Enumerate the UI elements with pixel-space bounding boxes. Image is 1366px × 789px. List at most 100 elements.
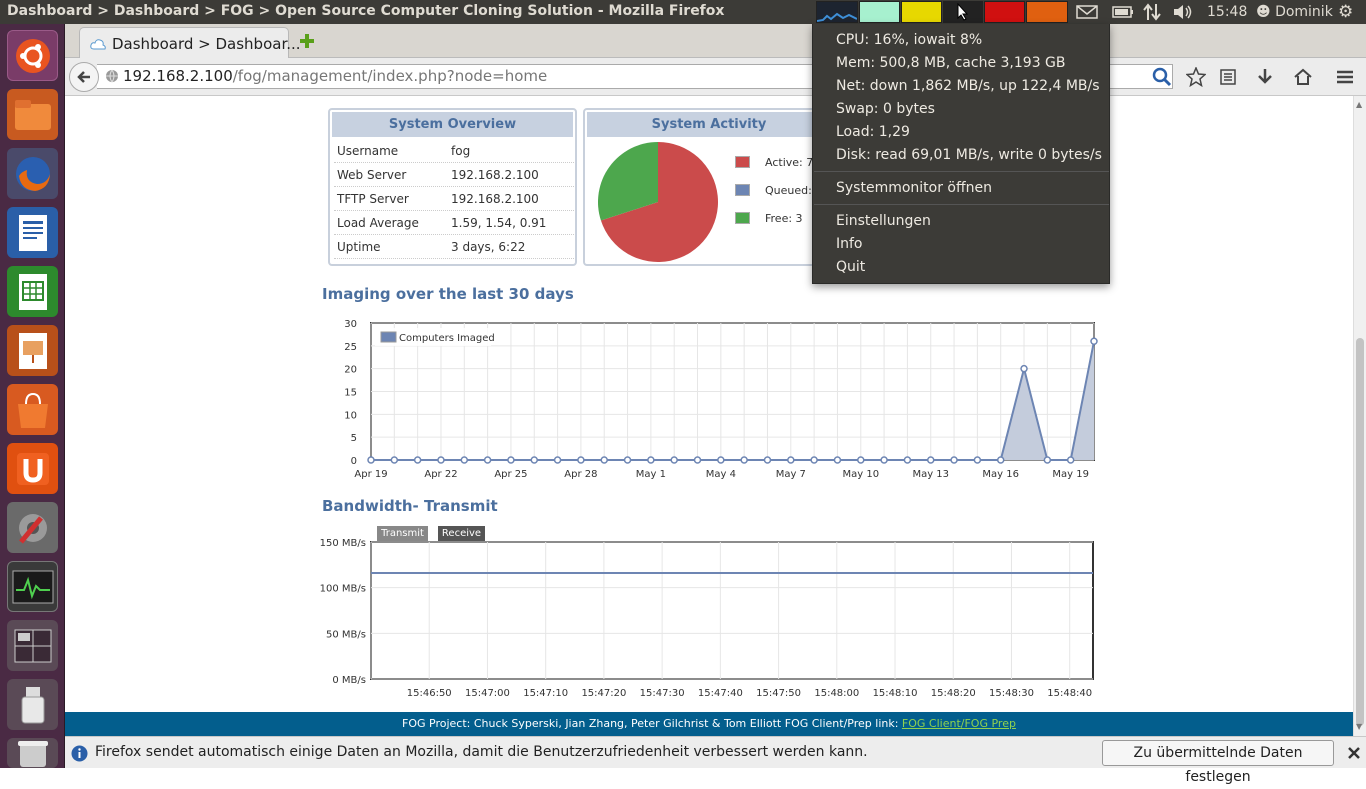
- close-icon[interactable]: [1347, 746, 1361, 760]
- legend-bg: [375, 328, 491, 346]
- system-overview-panel: System Overview Username fog Web Server 192…: [328, 108, 577, 266]
- legend-swatch: [735, 156, 750, 168]
- choose-data-button[interactable]: Zu übermittelnde Daten festlegen: [1102, 740, 1334, 785]
- settings-launcher-button[interactable]: [7, 502, 58, 553]
- bookmarks-list-icon[interactable]: [1218, 67, 1238, 87]
- net-stat: Net: down 1,862 MB/s, up 122,4 MB/s: [836, 78, 1100, 94]
- ubuntu-dash-button[interactable]: [7, 30, 58, 81]
- settings-menu-item[interactable]: Einstellungen: [836, 213, 931, 229]
- gear-icon[interactable]: ⚙: [1338, 2, 1354, 22]
- scrollbar-thumb[interactable]: [1356, 338, 1364, 726]
- x-tick-label: 15:48:00: [814, 688, 859, 699]
- data-point: [833, 456, 842, 464]
- mem-graph[interactable]: [859, 1, 900, 23]
- trash-icon: [17, 741, 48, 767]
- folder-icon: [14, 99, 51, 130]
- x-tick-label: Apr 25: [494, 469, 527, 480]
- transmit-tab[interactable]: Transmit: [377, 526, 428, 542]
- globe-icon[interactable]: [105, 69, 119, 83]
- ubuntuone-launcher-button[interactable]: [7, 443, 58, 494]
- network-icon[interactable]: [1142, 3, 1162, 21]
- fog-client-link[interactable]: FOG Client/FOG Prep: [901, 717, 1016, 730]
- y-tick-label: 100 MB/s: [320, 584, 366, 595]
- usb-drive-icon: [21, 686, 44, 723]
- scroll-up-arrow-icon[interactable]: ▲: [1356, 100, 1363, 109]
- info-menu-item[interactable]: Info: [836, 236, 863, 252]
- activity-pie-chart: [598, 142, 718, 262]
- imaging-chart: 0 5 10 15 20 25 30 Apr 19 Apr 22 Apr 25 Apr 28 May …: [344, 319, 1098, 480]
- new-tab-plus-icon[interactable]: [297, 31, 317, 51]
- data-point: [880, 456, 888, 464]
- y-tick-label: 15: [344, 388, 357, 399]
- y-tick-label: 25: [344, 342, 357, 353]
- legend-label: Free: 3: [765, 212, 803, 225]
- impress-launcher-button[interactable]: [7, 325, 58, 376]
- volume-icon[interactable]: [1172, 3, 1194, 21]
- trash-launcher-button[interactable]: [7, 738, 58, 768]
- x-tick-label: 15:47:50: [756, 688, 801, 699]
- notification-text: Firefox sendet automatisch einige Daten …: [95, 744, 868, 760]
- back-arrow-icon: [77, 71, 90, 83]
- data-point: [903, 456, 912, 464]
- battery-icon[interactable]: [1112, 4, 1134, 20]
- system-activity-panel: System Activity Active: 7 Queued: 0 Free: …: [583, 108, 833, 266]
- page-scrollbar[interactable]: ▲ ▼: [1353, 96, 1366, 736]
- x-tick-label: May 10: [842, 469, 879, 480]
- x-tick-label: Apr 19: [354, 469, 387, 480]
- overview-row: Username fog: [334, 139, 574, 163]
- load-graph[interactable]: [984, 1, 1025, 23]
- files-launcher-button[interactable]: [7, 89, 58, 140]
- calc-launcher-button[interactable]: [7, 266, 58, 317]
- scroll-down-arrow-icon[interactable]: ▼: [1356, 722, 1363, 731]
- disk-graph[interactable]: [1026, 1, 1068, 23]
- software-center-launcher-button[interactable]: [7, 384, 58, 435]
- swap-stat: Swap: 0 bytes: [836, 101, 935, 117]
- data-point: [623, 456, 632, 464]
- legend-label: Computers Imaged: [399, 333, 495, 344]
- writer-launcher-button[interactable]: [7, 207, 58, 258]
- data-point: [437, 456, 445, 464]
- menu-separator: [814, 171, 1109, 172]
- top-panel: Dashboard > Dashboard > FOG > Open Sourc…: [0, 0, 1366, 24]
- url-path: /fog/management/index.php?node=home: [232, 67, 548, 85]
- back-button[interactable]: [69, 62, 99, 92]
- menu-icon[interactable]: [1335, 67, 1355, 87]
- data-point: [553, 456, 562, 464]
- quit-menu-item[interactable]: Quit: [836, 259, 866, 275]
- settings-icon: [18, 513, 47, 544]
- bookmark-star-icon[interactable]: [1186, 67, 1206, 87]
- pie-slice-active: [600, 142, 718, 262]
- system-monitor-launcher-button[interactable]: [7, 561, 58, 612]
- overview-row: TFTP Server 192.168.2.100: [334, 187, 574, 211]
- ubuntu-logo-icon: [15, 38, 50, 73]
- user-menu[interactable]: ☻ Dominik: [1256, 4, 1333, 20]
- search-icon[interactable]: [1152, 67, 1172, 87]
- system-overview-title: System Overview: [332, 112, 573, 137]
- tab-dashboard[interactable]: Dashboard > Dashboar...: [79, 27, 301, 58]
- load-stat: Load: 1,29: [836, 124, 910, 140]
- x-tick-label: 15:47:10: [523, 688, 568, 699]
- net-graph[interactable]: [901, 1, 942, 23]
- legend-swatch: [735, 212, 750, 224]
- data-point: [787, 456, 795, 464]
- workspace-switcher-button[interactable]: [7, 620, 58, 671]
- launcher: [0, 24, 65, 768]
- open-system-monitor-item[interactable]: Systemmonitor öffnen: [836, 180, 993, 196]
- chart-frame: [370, 541, 1094, 680]
- overview-row: Web Server 192.168.2.100: [334, 163, 574, 187]
- home-icon[interactable]: [1293, 67, 1313, 87]
- data-point: [973, 456, 982, 464]
- usb-launcher-button[interactable]: [7, 679, 58, 730]
- data-point: [857, 456, 865, 464]
- clock[interactable]: 15:48: [1207, 4, 1248, 20]
- workspaces-icon: [14, 629, 51, 662]
- navigation-bar: 192.168.2.100/fog/management/index.php?n…: [65, 58, 1366, 96]
- imaging-line: [371, 341, 1095, 461]
- cpu-graph[interactable]: [816, 1, 858, 23]
- firefox-launcher-button[interactable]: [7, 148, 58, 199]
- y-tick-label: 0 MB/s: [332, 675, 366, 686]
- y-tick-label: 10: [344, 410, 357, 421]
- mail-icon[interactable]: [1076, 4, 1098, 20]
- download-icon[interactable]: [1255, 67, 1275, 87]
- receive-tab[interactable]: Receive: [438, 526, 485, 542]
